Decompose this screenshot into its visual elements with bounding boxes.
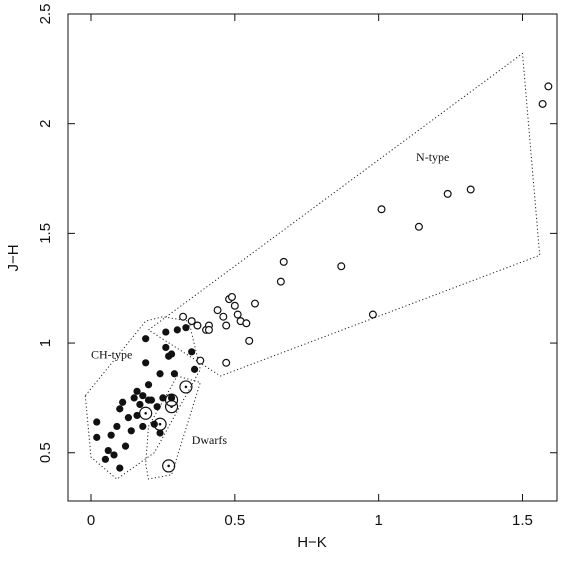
filled-point bbox=[121, 442, 130, 450]
filled-point bbox=[139, 392, 147, 400]
region-outline-ch-type bbox=[84, 316, 201, 480]
filled-point bbox=[159, 394, 167, 402]
y-tick-label: 1 bbox=[37, 339, 54, 347]
filled-point bbox=[93, 418, 101, 426]
filled-point bbox=[107, 431, 115, 439]
open-point bbox=[213, 306, 222, 315]
dotted-circle-point bbox=[179, 380, 193, 394]
dotted-circle-point bbox=[162, 459, 176, 473]
filled-point bbox=[153, 403, 161, 411]
open-point bbox=[227, 292, 236, 301]
y-tick-label: 1.5 bbox=[37, 223, 54, 244]
data-points bbox=[93, 82, 553, 473]
open-point bbox=[242, 319, 251, 328]
x-axis-ticks: 0 0.5 1 1.5 bbox=[87, 14, 533, 529]
dotted-circle-point bbox=[139, 406, 153, 420]
annotation-ch-type: CH-type bbox=[91, 347, 132, 361]
open-point bbox=[179, 312, 188, 321]
open-point bbox=[414, 222, 423, 231]
open-point bbox=[245, 336, 254, 345]
filled-point bbox=[188, 348, 196, 356]
dotted-circle-center bbox=[144, 411, 147, 415]
filled-point bbox=[167, 350, 176, 358]
filled-point bbox=[133, 387, 141, 395]
x-tick-label: 1.5 bbox=[512, 512, 533, 529]
filled-point bbox=[119, 398, 127, 406]
open-point bbox=[368, 310, 377, 319]
dotted-circle-center bbox=[184, 385, 188, 389]
open-point bbox=[466, 185, 475, 194]
open-point bbox=[187, 317, 196, 326]
filled-point bbox=[173, 326, 181, 334]
filled-point bbox=[139, 422, 147, 431]
filled-point bbox=[170, 370, 179, 378]
x-tick-label: 0 bbox=[87, 512, 95, 529]
x-axis-label: H−K bbox=[297, 534, 327, 551]
open-point bbox=[250, 299, 259, 308]
x-tick-label: 1 bbox=[374, 512, 382, 529]
y-tick-label: 0.5 bbox=[37, 442, 54, 463]
plot-frame bbox=[67, 13, 558, 502]
filled-point bbox=[116, 405, 124, 413]
filled-point bbox=[93, 433, 101, 441]
region-annotations: N-type CH-type Dwarfs bbox=[91, 150, 449, 447]
dotted-circle-point bbox=[153, 417, 167, 431]
filled-point bbox=[162, 328, 170, 336]
open-point bbox=[222, 358, 231, 367]
filled-point bbox=[156, 370, 164, 378]
x-tick-label: 0.5 bbox=[224, 512, 245, 529]
filled-point bbox=[142, 359, 150, 367]
filled-point bbox=[144, 396, 153, 404]
filled-point bbox=[136, 400, 144, 409]
region-outline-dwarfs bbox=[145, 375, 201, 480]
filled-point bbox=[116, 464, 124, 472]
dotted-circle-center bbox=[158, 422, 162, 426]
y-axis-label: J−H bbox=[5, 244, 22, 271]
filled-point bbox=[133, 411, 141, 420]
filled-point bbox=[113, 422, 121, 431]
open-point bbox=[204, 325, 213, 334]
filled-point bbox=[142, 335, 150, 343]
filled-point bbox=[130, 394, 138, 402]
filled-point bbox=[124, 414, 133, 422]
y-tick-label: 2 bbox=[37, 120, 54, 128]
open-point bbox=[196, 356, 205, 365]
open-point bbox=[443, 189, 452, 198]
open-point bbox=[276, 277, 285, 286]
open-point bbox=[193, 321, 202, 330]
open-point bbox=[219, 312, 228, 321]
region-outlines bbox=[84, 52, 541, 480]
open-point bbox=[279, 257, 288, 266]
open-point bbox=[377, 205, 386, 214]
annotation-n-type: N-type bbox=[416, 150, 449, 164]
filled-point bbox=[190, 365, 199, 373]
open-point bbox=[230, 301, 239, 310]
filled-point bbox=[127, 427, 135, 435]
filled-point bbox=[156, 429, 164, 437]
annotation-dwarfs: Dwarfs bbox=[192, 433, 228, 447]
open-point bbox=[337, 262, 346, 271]
dotted-circle-center bbox=[170, 405, 173, 408]
filled-point bbox=[110, 451, 118, 459]
y-tick-label: 2.5 bbox=[37, 4, 54, 25]
filled-point bbox=[182, 324, 190, 332]
filled-point bbox=[144, 381, 153, 389]
filled-point bbox=[167, 394, 176, 402]
filled-point bbox=[162, 343, 170, 352]
open-point bbox=[538, 99, 547, 108]
open-point bbox=[544, 82, 553, 91]
filled-point bbox=[104, 446, 112, 455]
filled-point bbox=[101, 455, 109, 463]
open-point bbox=[233, 310, 242, 319]
open-point bbox=[222, 321, 231, 330]
y-axis-ticks: 0.5 1 1.5 2 2.5 bbox=[37, 4, 557, 463]
dotted-circle-center bbox=[167, 464, 170, 468]
dotted-circle-point bbox=[164, 400, 179, 414]
